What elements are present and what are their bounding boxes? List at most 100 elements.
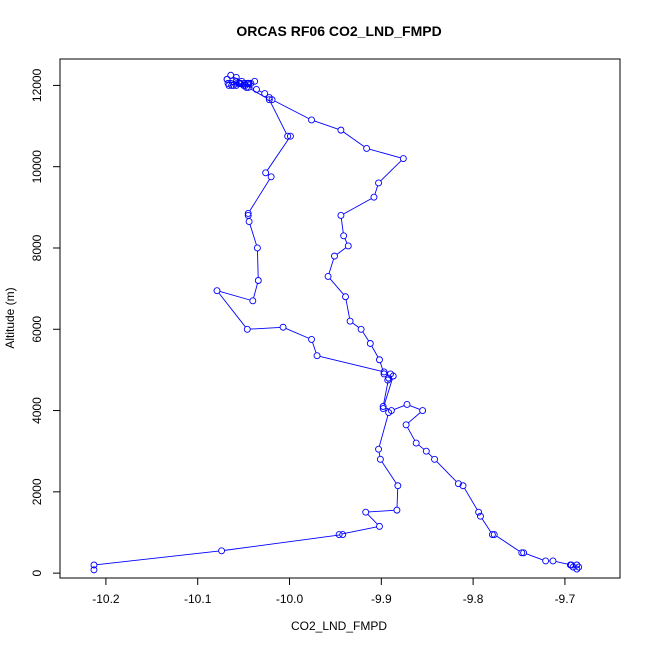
series-line-segment [496, 535, 520, 552]
series-line-segment [343, 131, 365, 148]
y-tick-label: 2000 [30, 478, 44, 505]
data-point [261, 90, 269, 97]
data-point [339, 531, 347, 538]
series-line-segment [336, 247, 347, 255]
data-point [376, 455, 384, 463]
data-point [308, 116, 315, 124]
series-line-segment [383, 380, 389, 404]
series-line-segment [407, 427, 416, 441]
data-point [366, 340, 374, 347]
series-line-segment [218, 292, 246, 328]
series-line-segment [312, 342, 317, 353]
y-tick-label: 0 [30, 569, 44, 576]
data-point [223, 75, 231, 83]
data-point [402, 421, 410, 429]
series-line-segment [341, 526, 377, 535]
data-point [419, 407, 427, 415]
data-point [344, 242, 352, 250]
x-tick-label: -10.0 [276, 592, 304, 606]
series-line-segment [380, 160, 402, 182]
data-point [454, 480, 462, 488]
data-point [412, 439, 420, 447]
series-line-segment [396, 488, 399, 508]
y-axis-label: Altitude (m) [3, 287, 17, 348]
x-axis: -10.2 -10.1 -10.0 -9.9 -9.8 -9.7 [92, 577, 576, 606]
data-point [387, 370, 394, 378]
data-point [459, 482, 467, 490]
data-point [375, 445, 383, 453]
series-line-segment [369, 148, 401, 159]
data-point [337, 126, 345, 134]
series-line-segment [383, 378, 393, 406]
data-point [267, 173, 275, 181]
series-line-segment [343, 198, 372, 215]
data-point [422, 447, 430, 455]
series-line-segment [249, 179, 270, 212]
series-line-segment [428, 452, 433, 458]
data-point [475, 508, 483, 516]
data-point [237, 79, 245, 87]
data-point [324, 272, 332, 280]
series-line-segment [340, 218, 344, 233]
data-point [337, 212, 345, 219]
data-point [363, 144, 371, 152]
series-line-segment [368, 509, 394, 513]
series-line-segment [481, 518, 492, 533]
data-point [385, 374, 393, 382]
series-line-segment [257, 250, 259, 278]
data-point [235, 79, 243, 87]
data-point [227, 71, 235, 79]
series-line-segment [250, 326, 281, 330]
data-point [573, 565, 581, 573]
series-line-segment [408, 412, 421, 424]
data-point [253, 86, 260, 93]
series-line-segment [253, 283, 258, 299]
series-line-segment [224, 534, 340, 551]
chart-title: ORCAS RF06 CO2_LND_FMPD [236, 23, 441, 39]
x-axis-label: CO2_LND_FMPD [291, 619, 387, 633]
data-point [265, 94, 273, 102]
series-layer [90, 71, 583, 574]
data-point [370, 193, 378, 201]
series-line-segment [352, 322, 359, 328]
data-point [549, 557, 557, 565]
series-line-segment [344, 238, 348, 244]
data-point [380, 368, 388, 376]
data-point [218, 547, 226, 555]
data-point [357, 325, 365, 333]
series-line-segment [378, 452, 381, 457]
series-line-segment [379, 362, 384, 372]
series-line-segment [374, 185, 379, 195]
data-point [342, 293, 349, 301]
y-tick-label: 8000 [30, 234, 44, 261]
data-point [308, 335, 315, 343]
data-point [346, 317, 354, 325]
series-line-segment [409, 405, 420, 410]
data-point [575, 563, 583, 571]
data-point [254, 277, 262, 284]
x-tick-label: -9.7 [555, 592, 576, 606]
series-line-segment [436, 461, 457, 482]
data-point [399, 155, 407, 163]
x-tick-label: -10.1 [184, 592, 212, 606]
series-line-segment [258, 90, 263, 93]
data-point [313, 352, 321, 360]
data-point [376, 356, 383, 364]
data-point [393, 506, 401, 514]
data-point [376, 522, 383, 530]
series-line-segment [362, 331, 370, 342]
y-tick-label: 6000 [30, 316, 44, 343]
data-point [228, 81, 236, 89]
series-line-segment [219, 291, 251, 301]
data-point [335, 531, 343, 538]
data-point [431, 455, 439, 463]
data-point [518, 549, 526, 557]
series-line-segment [314, 120, 339, 130]
data-point [490, 531, 498, 538]
x-tick-label: -9.9 [371, 592, 392, 606]
data-point [213, 287, 221, 295]
series-0 [90, 71, 583, 574]
data-point [262, 169, 270, 177]
